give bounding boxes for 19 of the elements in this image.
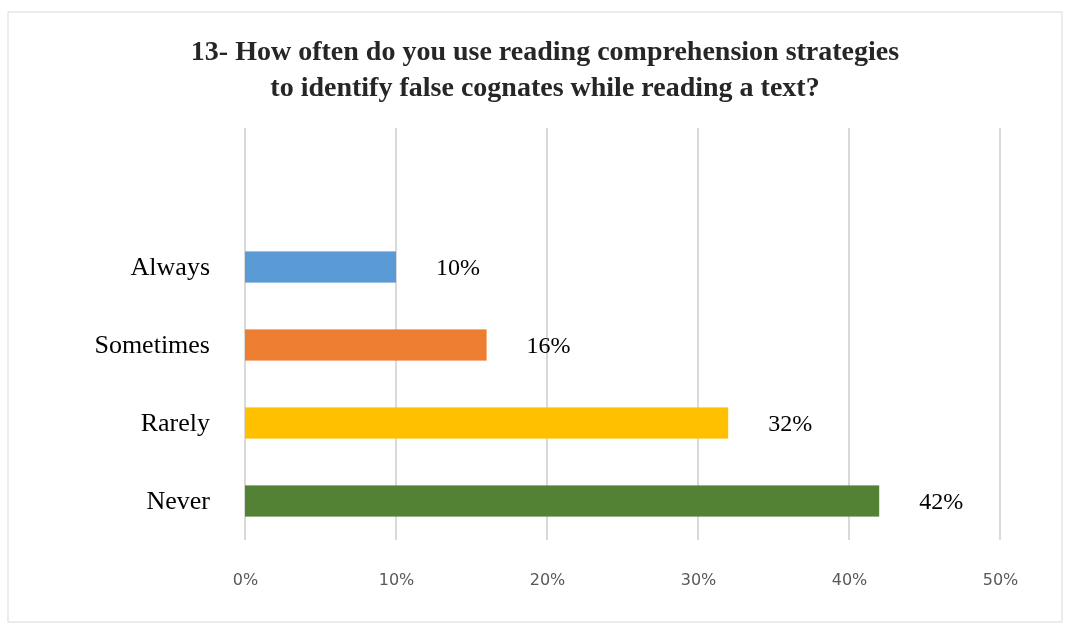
x-tick-label: 20% xyxy=(529,570,566,590)
data-label: 42% xyxy=(919,488,964,514)
x-tick-label: 40% xyxy=(831,570,868,590)
chart-title: 13- How often do you use reading comprehension strategies to identify false cognates while reading a text? xyxy=(190,35,900,102)
x-tick-label: 10% xyxy=(378,570,415,590)
bar xyxy=(245,329,487,361)
bar xyxy=(245,407,729,439)
x-tick-label: 0% xyxy=(232,570,259,590)
y-tick-label: Always xyxy=(130,252,210,282)
data-label: 10% xyxy=(436,254,480,280)
x-tick-label: 50% xyxy=(982,570,1019,590)
x-tick-label: 30% xyxy=(680,570,717,590)
y-tick-label: Sometimes xyxy=(94,330,210,360)
y-tick-label: Never xyxy=(146,486,211,516)
y-tick-label: Rarely xyxy=(140,408,210,438)
data-label: 32% xyxy=(768,410,813,436)
data-label: 16% xyxy=(526,332,571,358)
bar xyxy=(245,251,396,283)
bar xyxy=(245,485,880,517)
